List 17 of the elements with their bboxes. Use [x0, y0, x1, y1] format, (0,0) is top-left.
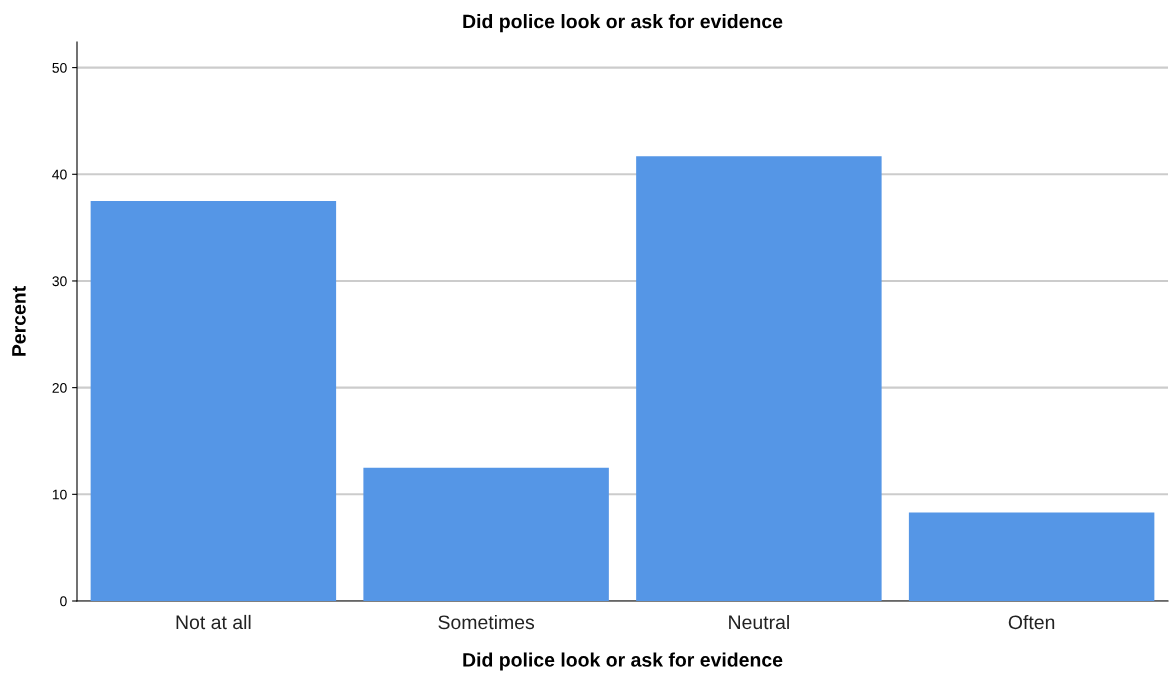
y-tick-label: 10	[52, 489, 67, 500]
x-tick-label: Often	[1008, 614, 1055, 630]
y-tick-label: 40	[52, 169, 67, 180]
bar	[90, 200, 337, 601]
y-tick-label: 20	[52, 382, 67, 393]
y-tick-label: 0	[60, 596, 67, 607]
y-tick-label: 50	[52, 62, 67, 73]
bar	[908, 512, 1155, 601]
y-axis-title: Percent	[12, 286, 26, 356]
x-tick-label: Not at all	[176, 614, 251, 630]
chart-title: Did police look or ask for evidence	[463, 14, 783, 33]
x-axis-title: Did police look or ask for evidence	[463, 652, 783, 671]
bar	[636, 156, 882, 601]
bar	[363, 467, 609, 601]
x-tick-label: Neutral	[729, 614, 789, 630]
x-tick-label: Sometimes	[438, 614, 535, 630]
y-tick-label: 30	[52, 276, 67, 287]
